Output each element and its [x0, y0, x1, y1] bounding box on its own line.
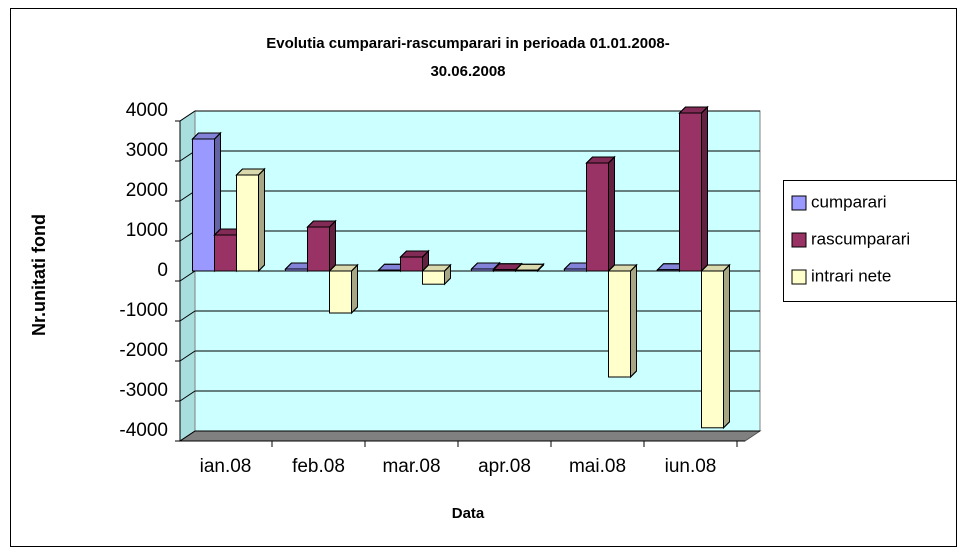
bar — [236, 174, 259, 272]
bar — [515, 269, 538, 272]
y-tick-label: -3000 — [119, 380, 168, 401]
bar — [657, 269, 680, 272]
bar-side-shade — [258, 167, 265, 273]
bar — [564, 268, 587, 272]
bar-side-shade — [351, 263, 358, 315]
y-tick-label: -1000 — [119, 300, 168, 321]
bar — [378, 269, 401, 272]
y-axis-title: Nr.unitati fond — [29, 214, 49, 336]
bar — [329, 270, 352, 314]
bar — [422, 270, 445, 285]
bar-side-shade — [630, 263, 637, 379]
x-axis-title: Data — [452, 505, 485, 522]
y-tick-label: -2000 — [119, 340, 168, 361]
y-tick-label: 4000 — [126, 100, 168, 121]
y-tick-label: 2000 — [126, 180, 168, 201]
x-tick-label: apr.08 — [478, 456, 531, 477]
bar-side-shade — [701, 105, 708, 273]
grid-line — [179, 350, 196, 362]
bar — [493, 269, 516, 272]
x-tick-label: mar.08 — [382, 456, 440, 477]
legend-label: intrari nete — [811, 266, 891, 285]
legend-label: rascumparari — [811, 229, 910, 248]
bar — [586, 162, 609, 272]
legend — [783, 180, 957, 302]
bar — [192, 138, 215, 272]
x-tick-label: iun.08 — [665, 456, 717, 477]
legend-swatch — [791, 195, 807, 211]
bar — [307, 226, 330, 272]
bar-side-shade — [329, 219, 336, 273]
bar — [608, 270, 631, 378]
bar-side-shade — [723, 263, 730, 430]
bar-side-shade — [608, 155, 615, 273]
legend-swatch — [791, 232, 807, 248]
y-tick-label: 1000 — [126, 220, 168, 241]
chart-title: 30.06.2008 — [430, 63, 505, 80]
chart-title: Evolutia cumparari-rascumparari in perio… — [266, 35, 670, 52]
x-tick-label: ian.08 — [200, 456, 252, 477]
legend-swatch — [791, 269, 807, 285]
bar — [471, 268, 494, 272]
bar — [679, 112, 702, 272]
legend-label: cumparari — [811, 192, 887, 211]
grid-line — [179, 390, 196, 402]
grid-line — [179, 270, 196, 282]
grid-line — [179, 310, 196, 322]
grid-line — [179, 430, 196, 442]
bar — [701, 270, 724, 429]
x-tick-label: mai.08 — [569, 456, 626, 477]
x-tick-label: feb.08 — [292, 456, 345, 477]
y-tick-label: 0 — [157, 260, 168, 281]
y-tick-label: -4000 — [119, 420, 168, 441]
y-tick-label: 3000 — [126, 140, 168, 161]
grid-line — [179, 110, 196, 122]
floor — [178, 430, 762, 442]
bar — [214, 234, 237, 272]
bar — [400, 256, 423, 272]
bar — [285, 268, 308, 272]
